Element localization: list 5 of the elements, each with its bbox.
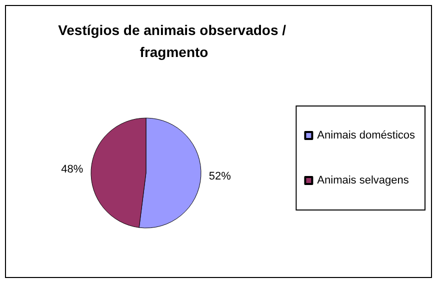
chart-title: Vestígios de animais observados / fragmento: [58, 22, 290, 60]
data-label: 52%: [208, 170, 232, 183]
legend-label: Animais selvagens: [317, 174, 410, 186]
data-label: 48%: [61, 163, 84, 176]
legend-label: Animais domésticos: [317, 130, 416, 142]
